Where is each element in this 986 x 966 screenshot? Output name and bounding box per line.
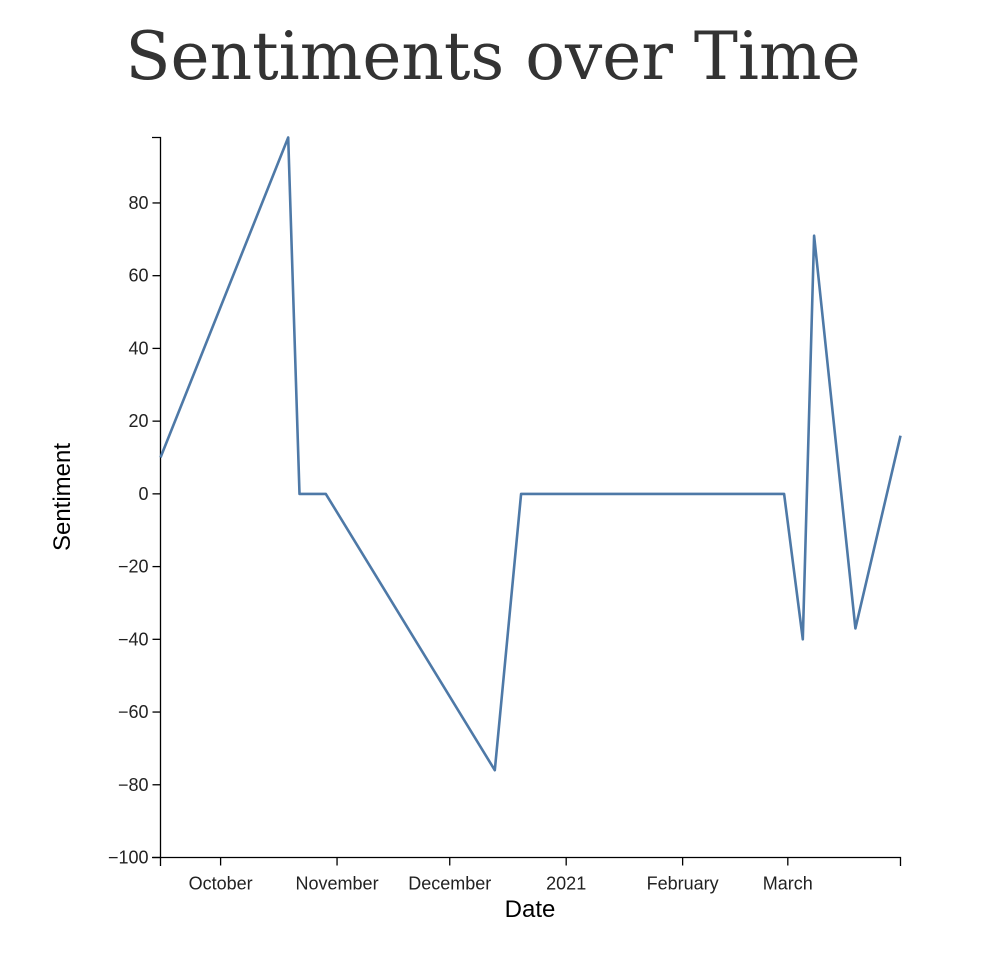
y-axis-ticks: 80 60 40 20 0 −20 −40 −60 −80 −100 bbox=[108, 193, 161, 868]
y-tick-label: −80 bbox=[118, 775, 149, 795]
y-axis: 80 60 40 20 0 −20 −40 −60 −80 −100 bbox=[108, 136, 162, 868]
x-tick-label: December bbox=[408, 874, 491, 894]
x-tick-label: November bbox=[296, 874, 379, 894]
y-axis-title: Sentiment bbox=[49, 443, 76, 551]
y-axis-line bbox=[152, 136, 162, 859]
y-tick-label: −40 bbox=[118, 629, 149, 649]
chart-title: Sentiments over Time bbox=[125, 18, 861, 95]
x-tick-label: October bbox=[189, 874, 253, 894]
x-axis-title: Date bbox=[505, 896, 556, 923]
sentiment-line bbox=[159, 136, 902, 772]
y-tick-label: 0 bbox=[138, 484, 148, 504]
x-axis-ticks: October November December 2021 February March bbox=[189, 857, 813, 894]
y-tick-label: 40 bbox=[128, 338, 148, 358]
y-tick-label: −60 bbox=[118, 702, 149, 722]
y-tick-label: −20 bbox=[118, 557, 149, 577]
x-tick-label: February bbox=[647, 874, 719, 894]
y-tick-label: 60 bbox=[128, 266, 148, 286]
x-axis-line bbox=[159, 856, 902, 866]
y-tick-label: −100 bbox=[108, 848, 149, 868]
y-tick-label: 80 bbox=[128, 193, 148, 213]
x-tick-label: 2021 bbox=[546, 874, 586, 894]
x-axis: October November December 2021 February March bbox=[159, 856, 902, 894]
y-tick-label: 20 bbox=[128, 411, 148, 431]
x-tick-label: March bbox=[763, 874, 813, 894]
